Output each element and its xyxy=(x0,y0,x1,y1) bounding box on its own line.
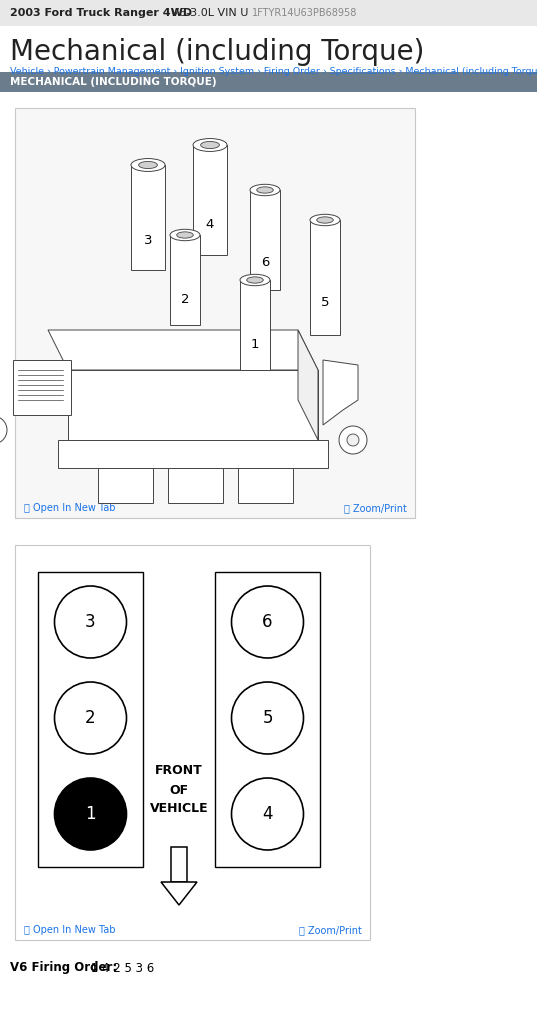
Text: MECHANICAL (INCLUDING TORQUE): MECHANICAL (INCLUDING TORQUE) xyxy=(10,77,216,87)
Ellipse shape xyxy=(201,141,219,148)
Text: 5: 5 xyxy=(262,709,273,727)
Text: 1: 1 xyxy=(251,338,259,351)
Text: FRONT
OF
VEHICLE: FRONT OF VEHICLE xyxy=(150,765,208,815)
Bar xyxy=(131,165,165,270)
Polygon shape xyxy=(13,360,71,415)
Bar xyxy=(0,0,537,26)
Circle shape xyxy=(54,586,127,658)
Polygon shape xyxy=(68,370,318,440)
Ellipse shape xyxy=(139,162,157,169)
Polygon shape xyxy=(48,330,318,370)
Text: 2: 2 xyxy=(85,709,96,727)
Circle shape xyxy=(231,778,303,850)
Ellipse shape xyxy=(257,186,273,194)
Ellipse shape xyxy=(131,159,165,171)
Ellipse shape xyxy=(347,434,359,446)
Bar xyxy=(238,468,293,503)
Ellipse shape xyxy=(250,184,280,196)
Circle shape xyxy=(231,682,303,754)
Ellipse shape xyxy=(246,276,263,284)
Text: V6 Firing Order:: V6 Firing Order: xyxy=(10,962,117,975)
Text: ⧨ Open In New Tab: ⧨ Open In New Tab xyxy=(24,503,115,513)
Text: 2: 2 xyxy=(181,293,189,306)
Bar xyxy=(98,468,153,503)
Circle shape xyxy=(54,778,127,850)
Bar xyxy=(240,280,270,370)
Polygon shape xyxy=(161,882,197,905)
Text: Vehicle › Powertrain Management › Ignition System › Firing Order › Specification: Vehicle › Powertrain Management › Igniti… xyxy=(10,68,537,77)
Bar xyxy=(168,468,223,503)
Ellipse shape xyxy=(170,229,200,241)
Bar xyxy=(0,72,537,92)
Bar xyxy=(15,545,370,940)
Text: 2003 Ford Truck Ranger 4WD: 2003 Ford Truck Ranger 4WD xyxy=(10,8,192,18)
Text: V6-3.0L VIN U: V6-3.0L VIN U xyxy=(168,8,252,18)
Text: 6: 6 xyxy=(261,256,269,268)
Bar xyxy=(193,145,227,255)
Bar xyxy=(250,190,280,290)
Text: Mechanical (including Torque): Mechanical (including Torque) xyxy=(10,38,424,66)
Ellipse shape xyxy=(240,274,270,286)
Ellipse shape xyxy=(0,416,7,444)
Text: 🔍 Zoom/Print: 🔍 Zoom/Print xyxy=(344,503,407,513)
Ellipse shape xyxy=(310,214,340,225)
Text: 3: 3 xyxy=(85,613,96,631)
Bar xyxy=(215,572,320,867)
Text: 4: 4 xyxy=(262,805,273,823)
Circle shape xyxy=(231,586,303,658)
Bar xyxy=(38,572,143,867)
Text: 5: 5 xyxy=(321,296,329,309)
Bar xyxy=(310,220,340,335)
Circle shape xyxy=(54,682,127,754)
Text: 3: 3 xyxy=(144,234,153,247)
Bar xyxy=(171,847,187,882)
Text: 4: 4 xyxy=(206,218,214,230)
Ellipse shape xyxy=(317,217,333,223)
Bar xyxy=(170,234,200,325)
Text: 1FTYR14U63PB68958: 1FTYR14U63PB68958 xyxy=(252,8,358,18)
Ellipse shape xyxy=(193,138,227,152)
Text: 🔍 Zoom/Print: 🔍 Zoom/Print xyxy=(299,925,362,935)
Bar xyxy=(58,440,328,468)
Bar xyxy=(15,108,415,518)
Ellipse shape xyxy=(177,231,193,239)
Text: 6: 6 xyxy=(262,613,273,631)
Polygon shape xyxy=(298,330,318,440)
Text: ⧨ Open In New Tab: ⧨ Open In New Tab xyxy=(24,925,115,935)
Polygon shape xyxy=(323,360,358,425)
Text: 1 4 2 5 3 6: 1 4 2 5 3 6 xyxy=(87,962,154,975)
Ellipse shape xyxy=(339,426,367,454)
Text: 1: 1 xyxy=(85,805,96,823)
